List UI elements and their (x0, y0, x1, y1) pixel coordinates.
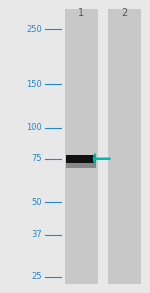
Bar (108, 9, 141, 284)
Text: 150: 150 (26, 80, 42, 89)
Text: 75: 75 (31, 154, 42, 163)
Text: 100: 100 (26, 123, 42, 132)
Bar (66, 155, 96, 163)
Text: 250: 250 (26, 25, 42, 34)
Text: 37: 37 (31, 230, 42, 239)
Text: 25: 25 (32, 272, 42, 281)
Bar (66, 162, 96, 168)
Text: 50: 50 (32, 198, 42, 207)
Bar (64, 9, 98, 284)
Text: 2: 2 (121, 8, 128, 18)
Text: 1: 1 (78, 8, 84, 18)
